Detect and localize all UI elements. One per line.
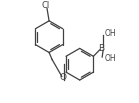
Text: Cl: Cl (42, 1, 50, 10)
Text: B: B (99, 44, 105, 53)
Text: OH: OH (105, 29, 116, 38)
Text: O: O (59, 74, 66, 83)
Text: OH: OH (105, 54, 116, 63)
